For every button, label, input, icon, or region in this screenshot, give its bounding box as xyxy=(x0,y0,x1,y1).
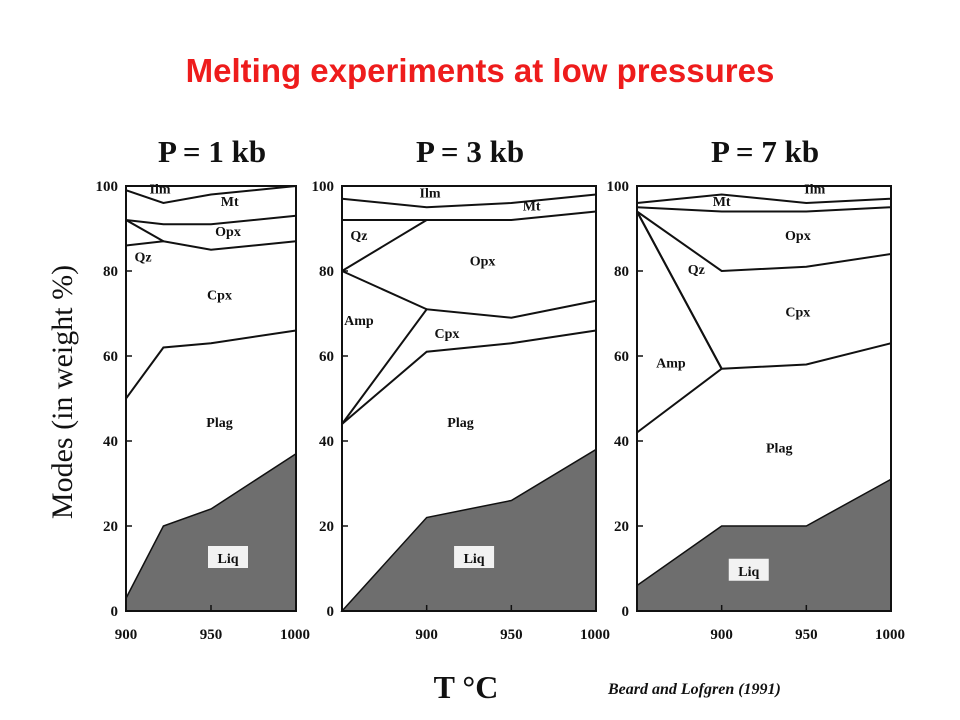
phase-label-mt: Mt xyxy=(523,199,541,214)
y-tick-label: 20 xyxy=(319,519,334,535)
liq-label-box xyxy=(728,558,769,581)
y-tick-label: 80 xyxy=(319,264,334,280)
y-tick-label: 80 xyxy=(614,264,629,280)
phase-label-opx: Opx xyxy=(215,225,241,240)
x-tick-label: 900 xyxy=(710,627,733,643)
boundary-qz xyxy=(125,219,164,243)
y-tick-label: 0 xyxy=(111,604,119,620)
y-tick-label: 100 xyxy=(312,179,335,195)
plot-frame xyxy=(341,185,597,612)
boundary-cpx xyxy=(125,240,297,251)
phase-label-qz: Qz xyxy=(350,229,367,244)
source-credit: Beard and Lofgren (1991) xyxy=(607,681,781,698)
y-tick-label: 40 xyxy=(319,434,334,450)
phase-label-opx: Opx xyxy=(785,229,811,244)
panel-title: P = 1 kb xyxy=(158,134,266,169)
boundary-opx xyxy=(125,214,297,226)
x-tick-label: 900 xyxy=(115,627,138,643)
y-tick-label: 40 xyxy=(614,434,629,450)
phase-label-ilm: Ilm xyxy=(420,187,441,202)
liq-area xyxy=(125,452,297,612)
boundary-cpx xyxy=(341,299,597,425)
phase-label-cpx: Cpx xyxy=(207,289,232,304)
phase-label-mt: Mt xyxy=(221,195,239,210)
phase-label-amp: Amp xyxy=(344,314,374,329)
boundary-plag xyxy=(125,329,297,400)
phase-label-opx: Opx xyxy=(470,255,496,270)
x-tick-label: 900 xyxy=(415,627,438,643)
liq-area xyxy=(636,477,892,612)
x-tick-label: 950 xyxy=(795,627,818,643)
liq-label-box xyxy=(208,546,248,568)
y-tick-label: 60 xyxy=(614,349,629,365)
y-tick-label: 0 xyxy=(622,604,630,620)
phase-label-amp: Amp xyxy=(656,357,686,372)
boundary-plag xyxy=(636,342,892,434)
phase-label-plag: Plag xyxy=(206,416,232,431)
plot-frame xyxy=(636,185,892,612)
y-tick-label: 60 xyxy=(103,349,118,365)
x-tick-label: 950 xyxy=(500,627,523,643)
slide-title: Melting experiments at low pressures xyxy=(185,52,775,89)
boundary-opx xyxy=(341,210,597,272)
phase-label-liq: Liq xyxy=(217,552,238,567)
phase-label-mt: Mt xyxy=(713,195,731,210)
phase-label-plag: Plag xyxy=(447,416,473,431)
phase-label-ilm: Ilm xyxy=(150,182,171,197)
phase-label-qz: Qz xyxy=(134,250,151,265)
boundary-amp xyxy=(341,270,428,311)
x-tick-label: 1000 xyxy=(280,627,310,643)
x-tick-label: 950 xyxy=(200,627,223,643)
boundary-cpx xyxy=(636,210,892,273)
x-axis-label: T °C xyxy=(434,669,499,705)
liq-label-box xyxy=(454,546,495,568)
y-tick-label: 100 xyxy=(607,179,630,195)
boundary-mt xyxy=(341,193,597,209)
boundary-qz xyxy=(636,211,723,370)
boundary-opx xyxy=(636,206,892,213)
y-tick-label: 80 xyxy=(103,264,118,280)
panel-3: 0 20 40 60 80 100 900 950 1000 P = 7 kb Liq Plag Amp… xyxy=(607,134,906,643)
panel-title: P = 7 kb xyxy=(711,134,819,169)
y-tick-label: 20 xyxy=(103,519,118,535)
phase-label-liq: Liq xyxy=(738,565,759,580)
y-tick-label: 100 xyxy=(96,179,119,195)
panel-2: 0 20 40 60 80 100 900 950 1000 P = 3 kb Liq Plag Cpx… xyxy=(312,134,611,643)
phase-label-qz: Qz xyxy=(688,263,705,278)
x-tick-label: 1000 xyxy=(580,627,610,643)
panel-1: 0 20 40 60 80 100 900 950 1000 P = 1 kb Liq Plag Cpx… xyxy=(96,134,311,643)
x-tick-label: 1000 xyxy=(875,627,905,643)
boundary-mt xyxy=(636,193,892,205)
phase-label-cpx: Cpx xyxy=(435,327,460,342)
phase-label-cpx: Cpx xyxy=(785,306,810,321)
y-tick-label: 60 xyxy=(319,349,334,365)
phase-label-plag: Plag xyxy=(766,442,792,457)
phase-label-ilm: Ilm xyxy=(804,182,825,197)
y-axis-label: Modes (in weight %) xyxy=(46,265,79,519)
boundary-mt xyxy=(125,185,297,205)
y-tick-label: 20 xyxy=(614,519,629,535)
y-tick-label: 40 xyxy=(103,434,118,450)
panel-title: P = 3 kb xyxy=(416,134,524,169)
phase-label-liq: Liq xyxy=(464,552,485,567)
boundary-plag xyxy=(341,329,597,425)
liq-area xyxy=(340,448,597,612)
y-tick-label: 0 xyxy=(327,604,335,620)
